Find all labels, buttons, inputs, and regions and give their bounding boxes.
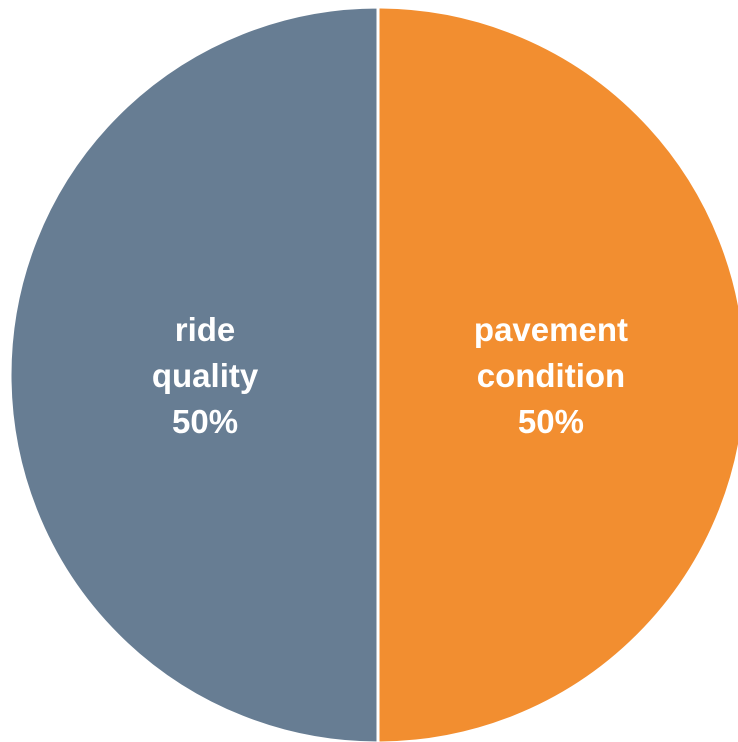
pie-labels: pavement condition 50% ride quality 50% [152,311,628,440]
pie-slice-name-line: pavement [474,311,628,348]
pie-slice-value-label: 50% [518,403,584,440]
pie-slice-ride-quality [8,5,380,742]
pie-slice-value-label: 50% [172,403,238,440]
pie-slice-name-line: quality [152,357,259,394]
pie-slice-label: ride quality 50% [152,311,259,440]
pie-slice-name-line: condition [477,357,625,394]
pie-slice-name-line: ride [175,311,236,348]
pie-slices [8,5,738,742]
pie-slice-label: pavement condition 50% [474,311,628,440]
pie-slice-pavement-condition [376,5,738,742]
